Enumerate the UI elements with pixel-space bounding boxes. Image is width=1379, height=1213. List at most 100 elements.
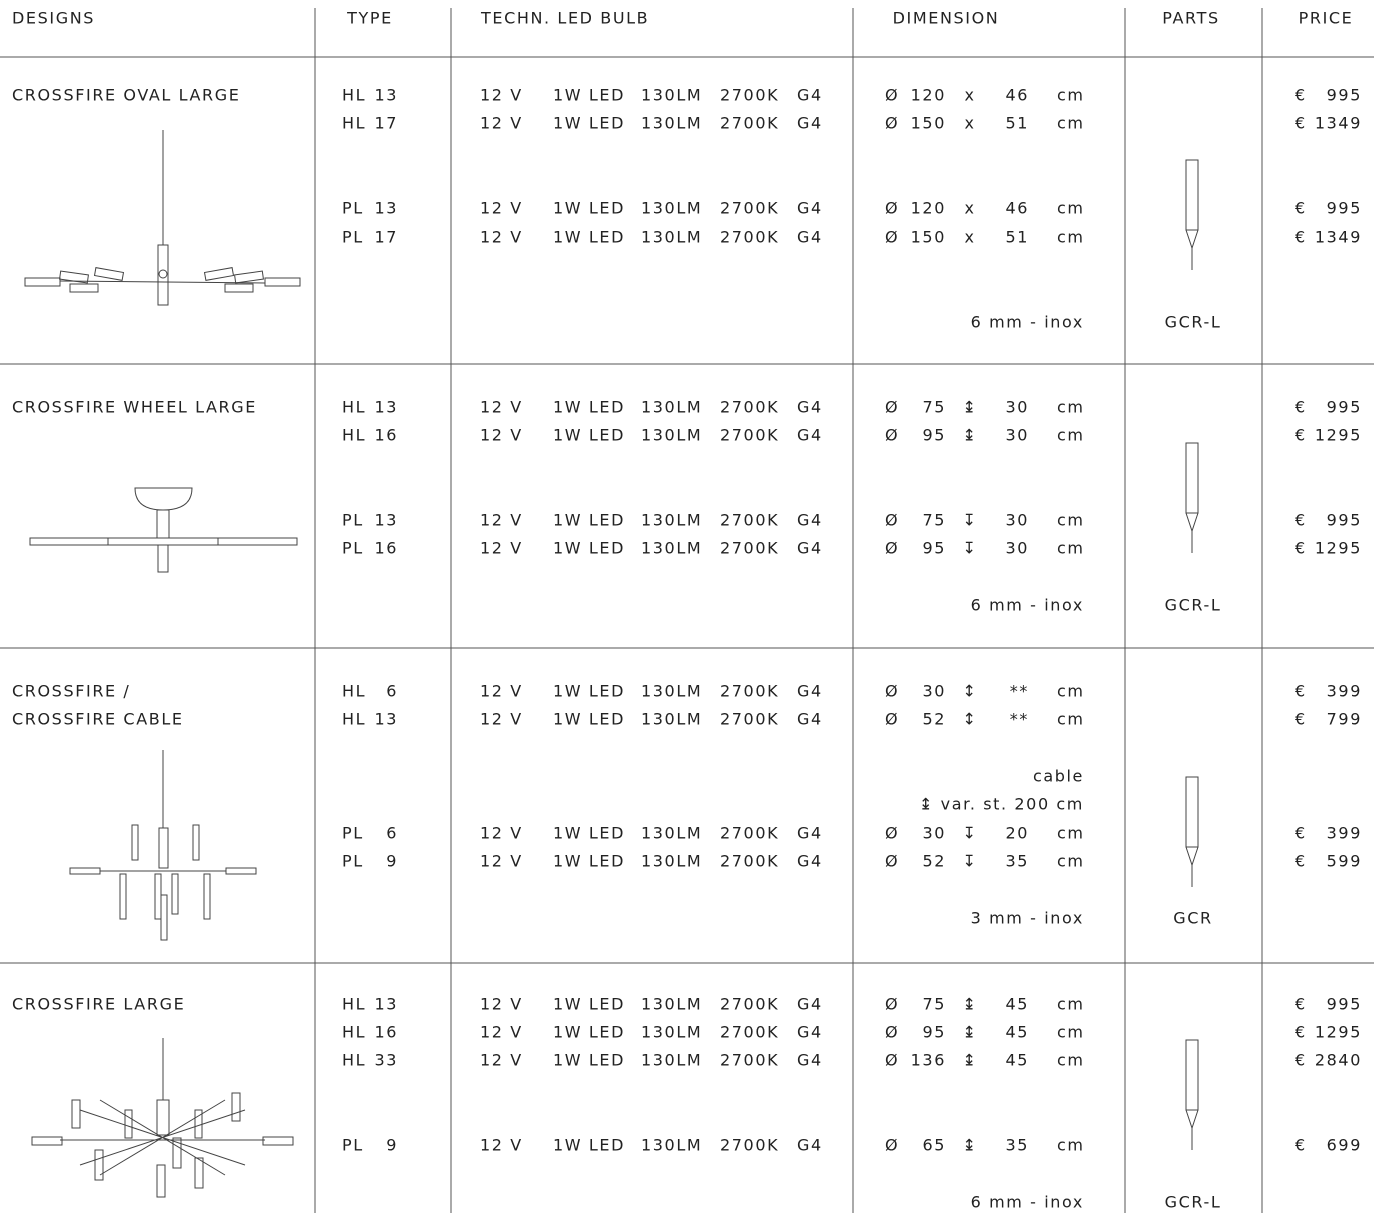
bulb-spec: 12 V xyxy=(480,1136,523,1155)
bulb-spec: 1W LED xyxy=(553,1051,625,1070)
bulb-spec: G4 xyxy=(797,1051,823,1070)
price-currency: € xyxy=(1295,114,1307,133)
part-icon xyxy=(1185,159,1199,270)
column-header: DESIGNS xyxy=(12,9,95,28)
column-header: DIMENSION xyxy=(893,9,1000,28)
dimension-diameter: 120 xyxy=(911,86,946,105)
dimension-separator: ↧ xyxy=(962,539,977,558)
bulb-spec: G4 xyxy=(797,1136,823,1155)
dimension-unit: cm xyxy=(1057,1136,1085,1155)
design-name: CROSSFIRE LARGE xyxy=(12,995,185,1014)
bulb-spec: 1W LED xyxy=(553,995,625,1014)
column-header: PARTS xyxy=(1162,9,1219,28)
bulb-spec: 1W LED xyxy=(553,682,625,701)
price-currency: € xyxy=(1295,1136,1307,1155)
bulb-spec: 1W LED xyxy=(553,228,625,247)
type-number: 16 xyxy=(374,1023,398,1042)
bulb-spec: 1W LED xyxy=(553,824,625,843)
bulb-spec: 130LM xyxy=(641,228,702,247)
dimension-symbol: Ø xyxy=(885,426,899,445)
dimension-unit: cm xyxy=(1057,852,1085,871)
type-number: 6 xyxy=(386,824,398,843)
bulb-spec: 12 V xyxy=(480,539,523,558)
bulb-spec: 1W LED xyxy=(553,199,625,218)
price-currency: € xyxy=(1295,398,1307,417)
bulb-spec: 2700K xyxy=(720,682,779,701)
price-currency: € xyxy=(1295,824,1307,843)
dimension-separator: ↨ xyxy=(962,426,977,445)
bulb-spec: 130LM xyxy=(641,824,702,843)
type-prefix: PL xyxy=(342,852,364,871)
dimension-separator: ↕ xyxy=(962,682,977,701)
dimension-separator: ↨ xyxy=(962,1051,977,1070)
dimension-unit: cm xyxy=(1057,114,1085,133)
type-prefix: HL xyxy=(342,995,366,1014)
bulb-spec: 12 V xyxy=(480,1051,523,1070)
bulb-spec: 130LM xyxy=(641,1136,702,1155)
dimension-unit: cm xyxy=(1057,426,1085,445)
bulb-spec: 2700K xyxy=(720,114,779,133)
bulb-spec: 2700K xyxy=(720,539,779,558)
bulb-spec: 2700K xyxy=(720,1136,779,1155)
part-icon xyxy=(1185,776,1199,887)
type-number: 13 xyxy=(374,511,398,530)
bulb-spec: G4 xyxy=(797,426,823,445)
price-currency: € xyxy=(1295,426,1307,445)
cable-note: 6 mm - inox xyxy=(971,313,1084,332)
part-icon xyxy=(1185,1039,1199,1150)
price-amount: 995 xyxy=(1327,995,1362,1014)
price-currency: € xyxy=(1295,86,1307,105)
price-amount: 2840 xyxy=(1315,1051,1362,1070)
dimension-symbol: Ø xyxy=(885,824,899,843)
price-amount: 1295 xyxy=(1315,1023,1362,1042)
dimension-symbol: Ø xyxy=(885,398,899,417)
bulb-spec: 1W LED xyxy=(553,398,625,417)
bulb-spec: 130LM xyxy=(641,86,702,105)
price-currency: € xyxy=(1295,511,1307,530)
type-prefix: PL xyxy=(342,1136,364,1155)
bulb-spec: 130LM xyxy=(641,1023,702,1042)
type-prefix: PL xyxy=(342,824,364,843)
dimension-symbol: Ø xyxy=(885,86,899,105)
bulb-spec: 1W LED xyxy=(553,710,625,729)
type-number: 9 xyxy=(386,852,398,871)
dimension-note: cable xyxy=(1033,767,1084,786)
bulb-spec: 130LM xyxy=(641,199,702,218)
dimension-height: 45 xyxy=(1005,995,1029,1014)
bulb-spec: 12 V xyxy=(480,682,523,701)
bulb-spec: 1W LED xyxy=(553,511,625,530)
bulb-spec: 12 V xyxy=(480,426,523,445)
bulb-spec: G4 xyxy=(797,228,823,247)
bulb-spec: 12 V xyxy=(480,228,523,247)
bulb-spec: 2700K xyxy=(720,511,779,530)
dimension-separator: x xyxy=(964,86,975,105)
part-code: GCR xyxy=(1173,909,1213,928)
dimension-separator: ↨ xyxy=(962,1023,977,1042)
type-prefix: HL xyxy=(342,398,366,417)
price-amount: 995 xyxy=(1327,199,1362,218)
dimension-unit: cm xyxy=(1057,1023,1085,1042)
bulb-spec: 12 V xyxy=(480,398,523,417)
bulb-spec: 1W LED xyxy=(553,852,625,871)
dimension-note: ↨ var. st. 200 cm xyxy=(919,795,1084,814)
dimension-separator: ↧ xyxy=(962,824,977,843)
dimension-diameter: 75 xyxy=(922,511,946,530)
type-prefix: PL xyxy=(342,228,364,247)
design-name: CROSSFIRE WHEEL LARGE xyxy=(12,398,257,417)
price-amount: 995 xyxy=(1327,511,1362,530)
dimension-unit: cm xyxy=(1057,1051,1085,1070)
dimension-diameter: 95 xyxy=(922,539,946,558)
type-number: 13 xyxy=(374,995,398,1014)
price-currency: € xyxy=(1295,682,1307,701)
type-prefix: HL xyxy=(342,1051,366,1070)
bulb-spec: 130LM xyxy=(641,852,702,871)
column-header: TYPE xyxy=(346,9,393,28)
bulb-spec: 2700K xyxy=(720,398,779,417)
bulb-spec: 1W LED xyxy=(553,539,625,558)
bulb-spec: 130LM xyxy=(641,398,702,417)
type-number: 13 xyxy=(374,199,398,218)
bulb-spec: 2700K xyxy=(720,710,779,729)
dimension-diameter: 120 xyxy=(911,199,946,218)
dimension-height: 20 xyxy=(1005,824,1029,843)
dimension-diameter: 95 xyxy=(922,426,946,445)
